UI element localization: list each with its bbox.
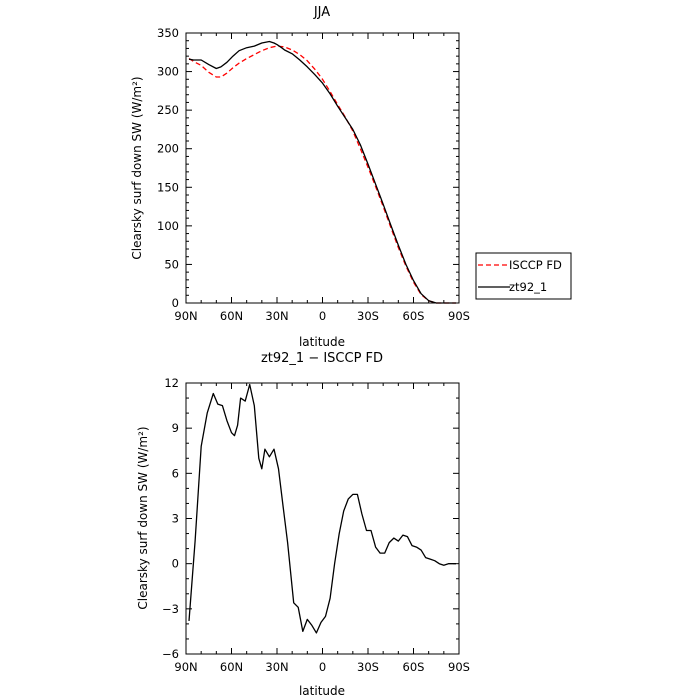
bottom-y-tick-label: 6 xyxy=(172,466,179,480)
top-x-tick-label: 60S xyxy=(403,309,425,323)
top-y-tick-label: 250 xyxy=(157,103,179,117)
bottom-x-tick-label: 90N xyxy=(174,660,197,674)
bottom-x-tick-label: 60S xyxy=(403,660,425,674)
bottom-x-tick-label: 90S xyxy=(448,660,470,674)
top-y-tick-label: 200 xyxy=(157,142,179,156)
top-y-tick-label: 50 xyxy=(164,257,179,271)
bottom-x-tick-label: 30N xyxy=(265,660,288,674)
top-y-tick-label: 0 xyxy=(172,296,179,310)
top-x-tick-label: 90N xyxy=(174,309,197,323)
top-ticks: 90N 60N 30N 0 30S 60S 90S 0 50 100 150 200 250 300 350 xyxy=(157,26,470,323)
top-x-tick-label: 90S xyxy=(448,309,470,323)
bottom-y-tick-label: 9 xyxy=(172,421,179,435)
bottom-y-tick-label: −3 xyxy=(162,602,179,616)
bottom-plot-frame xyxy=(185,382,460,655)
top-legend: ISCCP FD zt92_1 xyxy=(475,252,572,300)
top-y-axis-label: Clearsky surf down SW (W/m²) xyxy=(130,76,144,259)
top-x-tick-label: 60N xyxy=(220,309,243,323)
top-x-tick-label: 30N xyxy=(265,309,288,323)
bottom-panel: zt92_1 − ISCCP FD 90N 60N 30N 0 30S 60S 90S −6 −… xyxy=(136,351,470,698)
top-x-tick-label: 30S xyxy=(357,309,379,323)
top-y-tick-label: 150 xyxy=(157,180,179,194)
bottom-y-tick-label: 12 xyxy=(164,376,179,390)
bottom-y-tick-label: 0 xyxy=(172,557,179,571)
legend-label-zt92-1: zt92_1 xyxy=(509,280,547,294)
bottom-ticks: 90N 60N 30N 0 30S 60S 90S −6 −3 0 3 6 9 12 xyxy=(162,376,470,674)
bottom-series xyxy=(188,383,456,634)
bottom-x-tick-label: 30S xyxy=(357,660,379,674)
bottom-y-tick-label: 3 xyxy=(172,512,179,526)
top-y-tick-label: 300 xyxy=(157,65,179,79)
top-y-tick-label: 350 xyxy=(157,26,179,40)
top-panel: JJA 90N 60N 30N 0 30S 60S 90S 0 50 100 150 200 250 30… xyxy=(130,5,572,349)
bottom-chart-title: zt92_1 − ISCCP FD xyxy=(261,351,383,366)
top-series-line-isccp-fd xyxy=(188,45,456,304)
top-series xyxy=(188,40,456,304)
top-x-tick-label: 0 xyxy=(319,309,326,323)
bottom-series-line-0 xyxy=(188,383,456,634)
bottom-x-tick-label: 60N xyxy=(220,660,243,674)
bottom-y-tick-label: −6 xyxy=(162,647,179,661)
legend-box xyxy=(475,252,572,300)
bottom-y-axis-label: Clearsky surf down SW (W/m²) xyxy=(136,426,150,609)
top-series-line-zt92-1 xyxy=(188,40,456,304)
top-chart-title: JJA xyxy=(313,5,330,20)
top-y-tick-label: 100 xyxy=(157,219,179,233)
top-x-axis-label: latitude xyxy=(299,335,345,349)
bottom-x-tick-label: 0 xyxy=(319,660,326,674)
bottom-x-axis-label: latitude xyxy=(299,684,345,698)
legend-label-isccp-fd: ISCCP FD xyxy=(509,258,562,272)
